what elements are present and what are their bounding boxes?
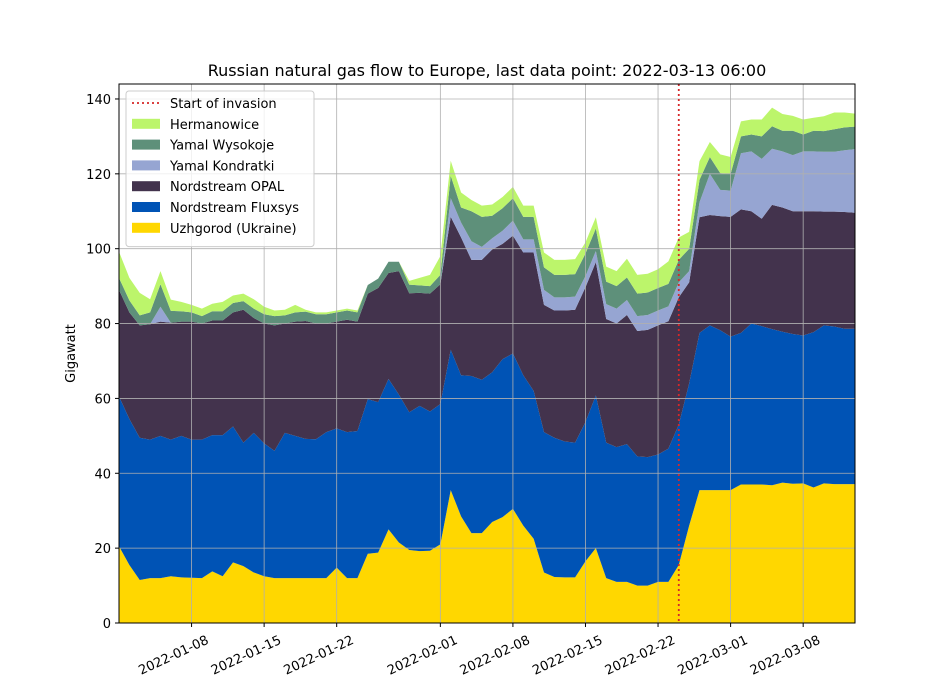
- legend-label: Uzhgorod (Ukraine): [170, 222, 297, 237]
- chart-title: Russian natural gas flow to Europe, last…: [208, 61, 767, 80]
- legend-label: Hermanowice: [170, 118, 259, 133]
- legend-swatch: [132, 160, 160, 171]
- legend-swatch: [132, 118, 160, 129]
- area-series-3: [119, 148, 855, 332]
- y-tick-label: 80: [94, 318, 111, 333]
- y-tick-label: 20: [94, 542, 111, 557]
- legend-swatch: [132, 202, 160, 212]
- plot-area: 0204060801001201402022-01-082022-01-1520…: [64, 83, 856, 679]
- y-tick-label: 40: [94, 467, 111, 482]
- area-series-2: [119, 204, 855, 458]
- area-series-5: [119, 107, 855, 317]
- legend-label: Yamal Kondratki: [169, 159, 274, 174]
- legend-label: Start of invasion: [170, 97, 277, 112]
- legend-label: Nordstream Fluxsys: [170, 201, 299, 216]
- legend-swatch: [132, 181, 160, 192]
- area-series-1: [119, 323, 855, 586]
- y-tick-label: 60: [94, 392, 111, 407]
- y-axis-label: Gigawatt: [64, 324, 79, 383]
- legend-label: Nordstream OPAL: [170, 180, 285, 195]
- y-tick-label: 0: [103, 617, 111, 632]
- y-tick-label: 100: [86, 243, 111, 258]
- legend-label: Yamal Wysokoje: [169, 139, 274, 154]
- axes-frame: [118, 83, 856, 624]
- legend-swatch: [132, 139, 160, 150]
- legend-swatch: [132, 222, 160, 233]
- area-series-0: [119, 482, 855, 623]
- area-series-4: [119, 126, 855, 326]
- y-tick-label: 140: [86, 93, 111, 108]
- legend-box: [125, 90, 315, 248]
- y-tick-label: 120: [86, 168, 111, 183]
